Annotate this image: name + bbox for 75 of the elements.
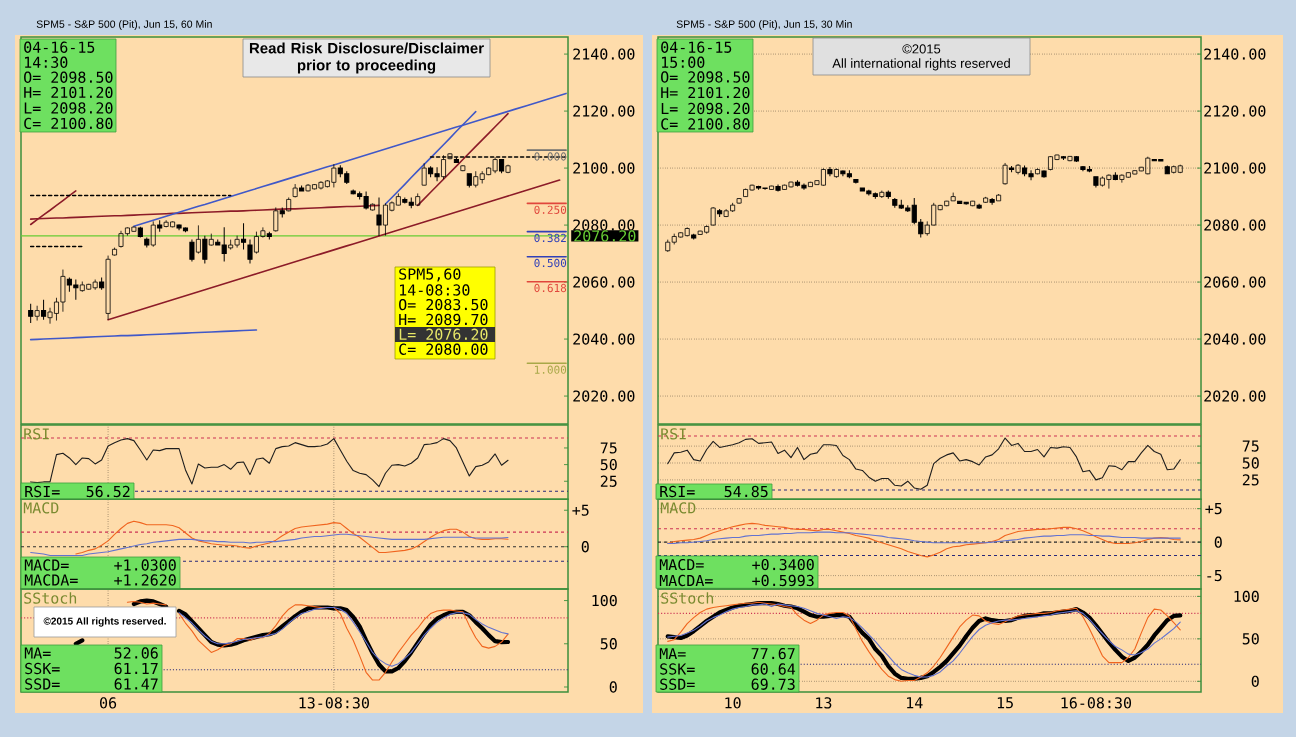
annotation: MACDA=	[659, 574, 713, 587]
chart-title: MACD	[23, 502, 59, 514]
annotation: MACDA=	[24, 574, 78, 586]
annotation: ©2015	[902, 44, 941, 54]
annotation: SSK=	[25, 662, 60, 675]
annotation: RSI=	[660, 485, 695, 498]
y-tick-label: 50	[1242, 457, 1259, 469]
x-tick-label: 14	[907, 697, 923, 709]
chart-title: MACD	[660, 502, 696, 514]
x-tick-label: 16-08:30	[1061, 697, 1132, 709]
y-tick-label: 2020.00	[1204, 390, 1266, 402]
y-tick-label: 2140.00	[1204, 48, 1266, 60]
annotation: 54.85	[724, 485, 768, 498]
y-tick-label: 75	[1242, 440, 1259, 452]
x-tick-label: 13	[816, 697, 832, 709]
y-tick-label: 50	[600, 638, 617, 650]
chart-title: SPM5 - S&P 500 (Pit), Jun 15, 30 Min	[676, 20, 852, 30]
x-tick-label: 10	[725, 697, 741, 709]
y-tick-label: 100	[592, 594, 617, 607]
annotation: MA=	[24, 647, 51, 659]
y-tick-label: 100	[1234, 590, 1259, 603]
y-tick-label: 2040.00	[1204, 333, 1266, 345]
y-tick-label: 50	[1242, 633, 1259, 645]
y-tick-label: 2080.00	[1204, 219, 1266, 231]
annotation: All international rights reserved	[832, 58, 1010, 71]
annotation: L= 2098.20	[661, 102, 750, 115]
annotation: SSK=	[660, 663, 695, 675]
annotation: 60.64	[751, 663, 796, 675]
candlestick	[853, 178, 859, 184]
y-tick-label: 50	[600, 458, 617, 471]
y-tick-label: 75	[600, 442, 617, 454]
annotation: +0.3400	[752, 558, 814, 571]
y-tick-label: 25	[1242, 474, 1259, 486]
annotation: MACD=	[24, 559, 69, 571]
annotation: 61.17	[114, 662, 158, 675]
annotation: +1.2620	[114, 574, 176, 586]
y-tick-label: 0	[1251, 675, 1259, 687]
x-tick-label: 15	[997, 697, 1013, 709]
annotation: +1.0300	[114, 559, 176, 571]
y-tick-label: 2120.00	[1204, 105, 1266, 117]
y-tick-label: 0	[581, 541, 589, 553]
x-tick-label: 13-08:30	[299, 697, 369, 709]
annotation: RSI=	[25, 485, 60, 498]
y-tick-label: -5	[1207, 570, 1222, 582]
chart-title: SStoch	[661, 592, 714, 604]
annotation: 56.52	[86, 485, 130, 498]
annotation: SSD=	[25, 678, 60, 690]
candlestick	[736, 197, 742, 205]
y-tick-label: 2100.00	[1204, 162, 1266, 174]
candlestick	[665, 239, 671, 253]
y-tick-label: 25	[600, 475, 617, 487]
annotation: O= 2098.50	[661, 71, 750, 83]
candlestick	[1177, 164, 1183, 174]
chart-title: RSI	[661, 428, 686, 440]
annotation: 52.06	[114, 647, 158, 659]
annotation: 69.73	[751, 678, 795, 690]
y-tick-label: 0	[1214, 536, 1222, 548]
chart-title: RSI	[24, 428, 49, 440]
annotation: 61.47	[114, 678, 158, 690]
annotation: 77.67	[751, 647, 795, 660]
annotation: H= 2101.20	[661, 86, 750, 99]
annotation: MA=	[659, 648, 686, 660]
annotation: C= 2100.80	[661, 118, 750, 130]
annotation: SSD=	[660, 678, 695, 690]
annotation: MACD=	[659, 558, 704, 571]
annotation: +0.5993	[752, 574, 814, 587]
y-tick-label: 0	[609, 681, 617, 693]
annotation: 15:00	[662, 56, 705, 68]
y-tick-label: +5	[572, 504, 589, 516]
x-tick-label: 06	[100, 697, 117, 709]
annotation: ©2015 All rights reserved.	[43, 617, 166, 627]
y-tick-label: 2060.00	[1204, 276, 1266, 288]
chart-title: SStoch	[24, 592, 77, 604]
annotation: 04-16-15	[661, 41, 732, 53]
y-tick-label: +5	[1205, 503, 1222, 515]
